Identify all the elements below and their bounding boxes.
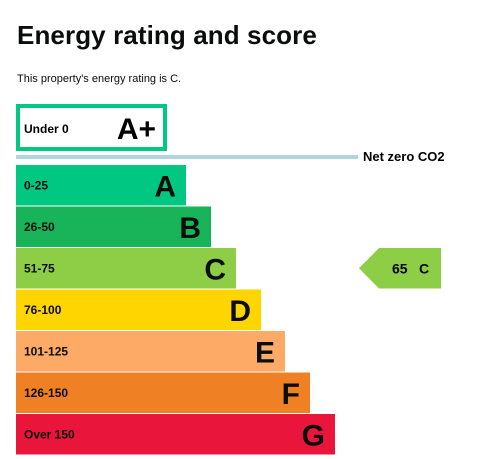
- band-g-range: Over 150: [24, 427, 75, 441]
- band-g: Over 150 G: [16, 414, 335, 455]
- band-c-letter: C: [204, 253, 226, 286]
- band-a-bar: [16, 165, 186, 206]
- band-d-letter: D: [229, 295, 251, 328]
- band-a-letter: A: [154, 170, 176, 203]
- band-a-plus-range: Under 0: [24, 122, 69, 136]
- band-a: 0-25 A: [16, 165, 186, 206]
- band-a-range: 0-25: [24, 178, 48, 192]
- rating-summary: This property's energy rating is C.: [17, 73, 182, 85]
- band-e: 101-125 E: [16, 331, 285, 372]
- band-b-letter: B: [179, 212, 201, 245]
- band-b: 26-50 B: [16, 206, 211, 247]
- band-f-bar: [16, 372, 310, 413]
- band-f-range: 126-150: [24, 386, 68, 400]
- band-g-bar: [16, 414, 335, 455]
- band-c: 51-75 C: [16, 248, 236, 289]
- band-a-plus: Under 0 A+: [16, 104, 167, 151]
- band-b-bar: [16, 206, 211, 247]
- band-d-range: 76-100: [24, 303, 62, 317]
- band-c-range: 51-75: [24, 261, 55, 275]
- band-a-plus-box: [16, 104, 167, 151]
- band-b-range: 26-50: [24, 220, 55, 234]
- band-f-letter: F: [282, 378, 300, 411]
- rating-bands: 0-25 A 26-50 B 51-75 C 76-100 D 101-125 E 126-150 F…: [16, 165, 335, 455]
- current-score: 65: [392, 260, 408, 276]
- band-e-bar: [16, 331, 285, 372]
- band-a-plus-letter: A+: [117, 113, 156, 146]
- band-f: 126-150 F: [16, 372, 310, 413]
- net-zero-label: Net zero CO2: [363, 149, 445, 164]
- band-d-bar: [16, 289, 261, 330]
- current-rating-letter: C: [419, 260, 429, 276]
- band-g-letter: G: [302, 419, 325, 452]
- band-e-range: 101-125: [24, 344, 68, 358]
- page-title: Energy rating and score: [17, 20, 317, 50]
- band-d: 76-100 D: [16, 289, 261, 330]
- band-c-bar: [16, 248, 236, 289]
- current-rating-arrow: [359, 248, 441, 289]
- net-zero-line-group: Net zero CO2: [16, 149, 445, 164]
- band-e-letter: E: [255, 336, 275, 369]
- current-rating-marker: 65 C: [359, 248, 441, 289]
